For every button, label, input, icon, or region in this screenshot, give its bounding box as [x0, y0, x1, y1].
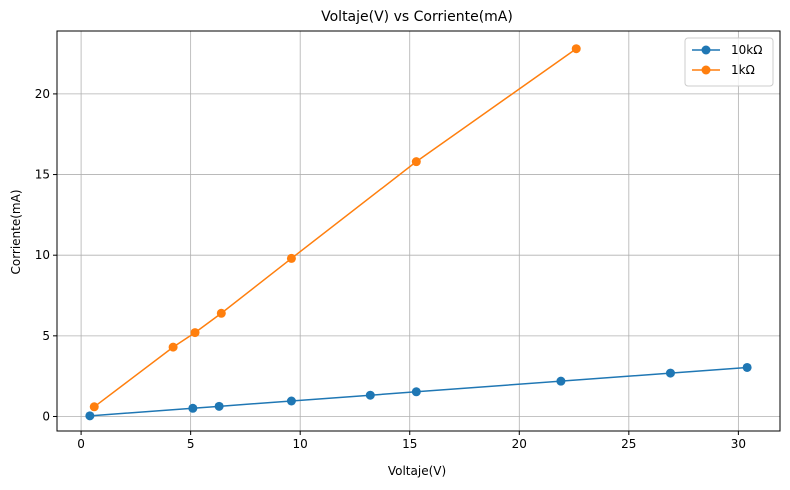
y-tick-label: 20	[35, 87, 50, 101]
data-point-series-0	[556, 376, 566, 386]
data-point-series-1	[168, 342, 178, 352]
x-tick-label: 25	[621, 437, 636, 451]
chart-title: Voltaje(V) vs Corriente(mA)	[321, 9, 513, 25]
data-point-series-1	[89, 402, 99, 412]
data-point-series-0	[85, 411, 95, 421]
data-point-series-1	[286, 253, 296, 263]
plot-frame	[56, 30, 781, 432]
x-tick-label: 10	[293, 437, 308, 451]
x-axis-label: Voltaje(V)	[388, 464, 446, 478]
data-point-series-0	[188, 403, 198, 413]
x-tick-label: 15	[402, 437, 417, 451]
x-tick-label: 0	[77, 437, 85, 451]
y-tick-label: 15	[35, 168, 50, 182]
grid	[57, 31, 780, 431]
data-point-series-1	[571, 44, 581, 54]
data-point-series-0	[742, 362, 752, 372]
data-point-series-1	[190, 328, 200, 338]
x-tick-label: 20	[512, 437, 527, 451]
legend-marker-10k	[701, 45, 711, 55]
data-point-series-0	[286, 396, 296, 406]
x-tick-label: 30	[731, 437, 746, 451]
series-layer	[85, 44, 752, 421]
series-line-1	[93, 48, 577, 408]
y-tick-label: 10	[35, 248, 50, 262]
y-tick-label: 5	[42, 329, 50, 343]
ticks: 0 5 10 15 20 25 30 0 5 10 15 20	[35, 87, 746, 451]
data-point-series-0	[365, 390, 375, 400]
data-point-series-0	[214, 401, 224, 411]
legend-label-10k: 10kΩ	[731, 43, 762, 57]
legend: 10kΩ 1kΩ	[684, 37, 774, 87]
data-point-series-1	[411, 157, 421, 167]
data-point-series-0	[411, 387, 421, 397]
x-tick-label: 5	[187, 437, 195, 451]
y-tick-label: 0	[42, 409, 50, 423]
data-point-series-1	[216, 308, 226, 318]
legend-marker-1k	[701, 65, 711, 75]
data-point-series-0	[665, 368, 675, 378]
legend-label-1k: 1kΩ	[731, 63, 755, 77]
y-axis-label: Corriente(mA)	[9, 189, 23, 274]
